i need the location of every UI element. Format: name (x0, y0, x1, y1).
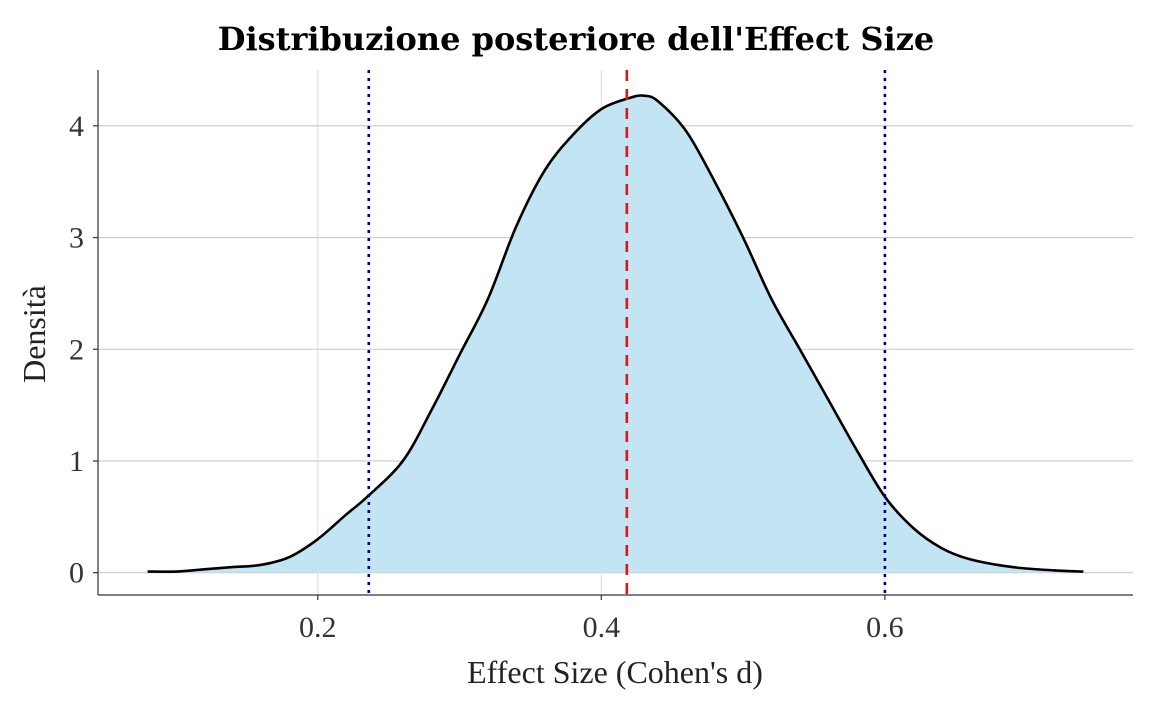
y-tick-label: 3 (69, 222, 84, 255)
x-axis-ticks: 0.2 0.4 0.6 (299, 595, 904, 644)
y-tick-label: 2 (69, 333, 84, 366)
density-area-fill (147, 95, 1084, 573)
x-axis-title: Effect Size (Cohen's d) (467, 654, 763, 690)
y-axis-ticks: 0 1 2 3 4 (69, 110, 98, 590)
x-tick-label: 0.4 (583, 611, 621, 644)
y-axis-title: Densità (16, 285, 52, 383)
chart-title: Distribuzione posteriore dell'Effect Siz… (218, 20, 934, 58)
y-tick-label: 4 (69, 110, 84, 143)
y-tick-label: 1 (69, 445, 84, 478)
x-tick-label: 0.2 (299, 611, 337, 644)
reference-lines (367, 70, 887, 595)
y-tick-label: 0 (69, 557, 84, 590)
density-area-layer (147, 94, 1084, 574)
x-tick-label: 0.6 (866, 611, 904, 644)
density-curve-line (147, 94, 1084, 574)
